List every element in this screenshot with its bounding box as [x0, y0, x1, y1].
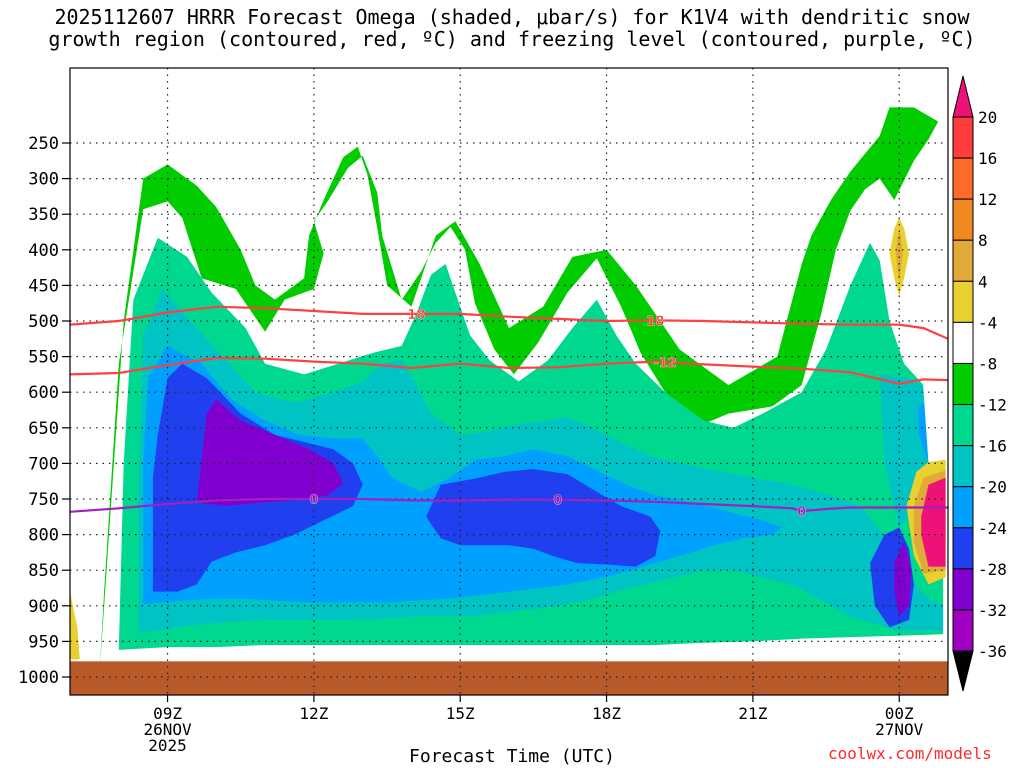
ground-surface — [70, 661, 948, 695]
contour-line-2 — [70, 497, 948, 513]
colorbar-bin — [952, 486, 974, 529]
colorbar-bin — [952, 404, 974, 447]
omega-region-16 — [921, 477, 946, 567]
contour-label: 0 — [553, 494, 562, 509]
contour-line-1 — [70, 356, 948, 385]
omega-region-8 — [426, 469, 661, 567]
y-tick-label: 900 — [28, 597, 59, 617]
y-tick-label: 700 — [28, 454, 59, 474]
colorbar-bin — [952, 362, 974, 406]
y-tick-label: 800 — [28, 526, 59, 546]
y-tick-label: 850 — [28, 561, 59, 581]
y-tick-label: 500 — [28, 312, 59, 332]
x-tick-label: 21Z — [738, 704, 767, 723]
y-tick-label: 950 — [28, 632, 59, 652]
contour-label: -12 — [653, 356, 677, 371]
y-tick-label: 350 — [28, 205, 59, 225]
x-axis-label: Forecast Time (UTC) — [409, 746, 615, 767]
colorbar-bin — [952, 198, 974, 241]
omega-region-13 — [895, 228, 903, 282]
colorbar-tick-label: -8 — [978, 354, 997, 373]
terrain-fill — [70, 661, 948, 695]
colorbar-tick-label: -12 — [978, 396, 1007, 415]
colorbar: 20 16 12 8 4 -4 -8 -12 -16 -20 -24 -28 -32 -36 — [952, 75, 1007, 692]
colorbar-tick-label: -32 — [978, 601, 1007, 620]
x-tick-label: 09Z — [153, 704, 182, 723]
x-tick-label: 2025 — [148, 736, 187, 755]
y-tick-label: 250 — [28, 134, 59, 154]
omega-shading — [70, 107, 946, 679]
y-tick-label: 600 — [28, 383, 59, 403]
y-axis: 250 300 350 400 450 500 550 600 650 700 750 800 850 9… — [18, 134, 70, 688]
colorbar-tick-label: -4 — [978, 313, 997, 332]
colorbar-tick-label: 12 — [978, 190, 997, 209]
colorbar-tick-label: -36 — [978, 642, 1007, 661]
x-tick-label: 12Z — [299, 704, 328, 723]
contour-label: 0 — [797, 505, 806, 520]
colorbar-bin — [952, 116, 974, 159]
colorbar-tick-label: -16 — [978, 437, 1007, 456]
y-tick-label: 400 — [28, 241, 59, 261]
temperature-contours: 18 18 -12 0 0 0 — [70, 305, 948, 520]
colorbar-tick-label: 8 — [978, 231, 988, 250]
x-tick-label: 26NOV — [143, 720, 192, 739]
colorbar-tick-label: -24 — [978, 519, 1007, 538]
colorbar-bin — [952, 568, 974, 611]
colorbar-bin — [952, 609, 974, 652]
x-tick-label: 15Z — [446, 704, 475, 723]
colorbar-tick-label: -20 — [978, 478, 1007, 497]
colorbar-bin — [952, 445, 974, 488]
omega-region-7 — [196, 399, 344, 507]
omega-region-17 — [70, 591, 80, 660]
colorbar-tick-label: 20 — [978, 108, 997, 127]
contour-label: 18 — [407, 308, 425, 323]
x-tick-label: 00Z — [885, 704, 914, 723]
chart-title: 2025112607 HRRR Forecast Omega (shaded, … — [48, 5, 976, 51]
colorbar-bin — [952, 157, 974, 200]
colorbar-top-arrow — [952, 75, 974, 118]
pressure-gridlines — [70, 68, 948, 695]
colorbar-tick-label: 16 — [978, 149, 997, 168]
y-tick-label: 1000 — [18, 668, 59, 688]
y-tick-label: 750 — [28, 490, 59, 510]
colorbar-tick-label: -28 — [978, 560, 1007, 579]
omega-region-0 — [99, 107, 939, 679]
y-tick-label: 450 — [28, 276, 59, 296]
omega-region-10 — [894, 541, 912, 617]
x-tick-label: 18Z — [592, 704, 621, 723]
credit-text: coolwx.com/models — [828, 744, 992, 763]
y-tick-label: 650 — [28, 419, 59, 439]
contour-label: 0 — [309, 493, 318, 508]
colorbar-bin — [952, 321, 974, 364]
y-tick-label: 300 — [28, 170, 59, 190]
colorbar-bottom-arrow — [952, 650, 974, 692]
colorbar-bin — [952, 527, 974, 570]
plot-frame — [69, 67, 949, 696]
colorbar-bin — [952, 280, 974, 323]
x-tick-label: 27NOV — [875, 720, 924, 739]
colorbar-bin — [952, 239, 974, 282]
contour-line-0 — [70, 305, 948, 340]
y-tick-label: 550 — [28, 348, 59, 368]
contour-label: 18 — [646, 314, 664, 329]
colorbar-tick-label: 4 — [978, 272, 988, 291]
